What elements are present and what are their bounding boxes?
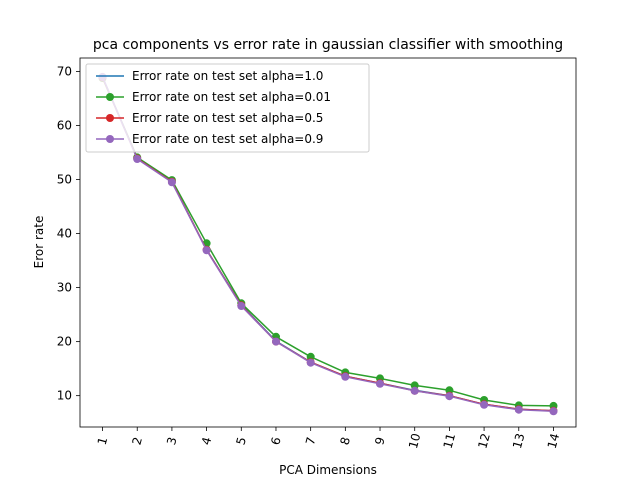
data-point-s4-7 (306, 358, 315, 367)
legend-label-3: Error rate on test set alpha=0.5 (132, 111, 323, 125)
y-tick-label-1: 10 (57, 389, 72, 403)
x-tick-label-12: 12 (475, 432, 492, 450)
y-tick-label-2: 20 (57, 335, 72, 349)
legend: Error rate on test set alpha=1.0 Error ra… (85, 63, 370, 153)
y-tick-label-3: 30 (57, 281, 72, 295)
axes-frame (79, 57, 577, 428)
x-tick-label-7: 7 (303, 435, 319, 446)
data-point-s4-6 (272, 337, 280, 346)
legend-marker-4 (106, 135, 114, 143)
x-tick-label-9: 9 (372, 435, 388, 446)
legend-box (85, 63, 370, 153)
y-tick-label-7: 70 (57, 65, 72, 79)
x-tick-label-10: 10 (406, 432, 423, 450)
chart-title: pca components vs error rate in gaussian… (93, 37, 563, 53)
x-tick-label-5: 5 (234, 435, 250, 446)
data-point-s4-3 (167, 178, 176, 187)
data-point-s4-9 (376, 379, 384, 388)
x-tick-label-8: 8 (338, 435, 354, 446)
series-line-2 (101, 77, 554, 407)
x-tick-label-6: 6 (268, 435, 284, 446)
legend-label-1: Error rate on test set alpha=1.0 (132, 69, 323, 83)
x-tick-label-3: 3 (164, 435, 180, 446)
data-point-s4-14 (549, 407, 558, 416)
y-tick-label-5: 50 (57, 173, 72, 187)
x-tick-label-11: 11 (441, 432, 458, 450)
data-point-s4-11 (445, 392, 454, 401)
x-tick-label-2: 2 (129, 435, 145, 446)
y-tick-label-6: 60 (57, 119, 72, 133)
data-point-s4-8 (341, 372, 350, 381)
data-point-s4-12 (480, 400, 489, 409)
data-point-s4-5 (237, 302, 246, 310)
x-tick-label-14: 14 (545, 432, 562, 450)
x-axis-label: PCA Dimensions (279, 463, 377, 477)
data-point-s4-4 (202, 246, 211, 255)
data-point-s4-2 (133, 155, 142, 163)
x-tick-label-1: 1 (95, 435, 111, 446)
data-point-s4-10 (410, 386, 419, 395)
legend-label-4: Error rate on test set alpha=0.9 (132, 132, 323, 146)
legend-label-2: Error rate on test set alpha=0.01 (132, 90, 331, 104)
y-tick-label-4: 40 (57, 227, 72, 241)
legend-marker-2 (106, 93, 114, 101)
legend-marker-3 (106, 114, 114, 122)
y-axis-label: Eror rate (32, 216, 46, 269)
data-point-s4-13 (514, 405, 523, 414)
x-tick-label-4: 4 (199, 435, 215, 446)
series-line-4 (101, 76, 554, 413)
x-tick-label-13: 13 (510, 432, 527, 450)
